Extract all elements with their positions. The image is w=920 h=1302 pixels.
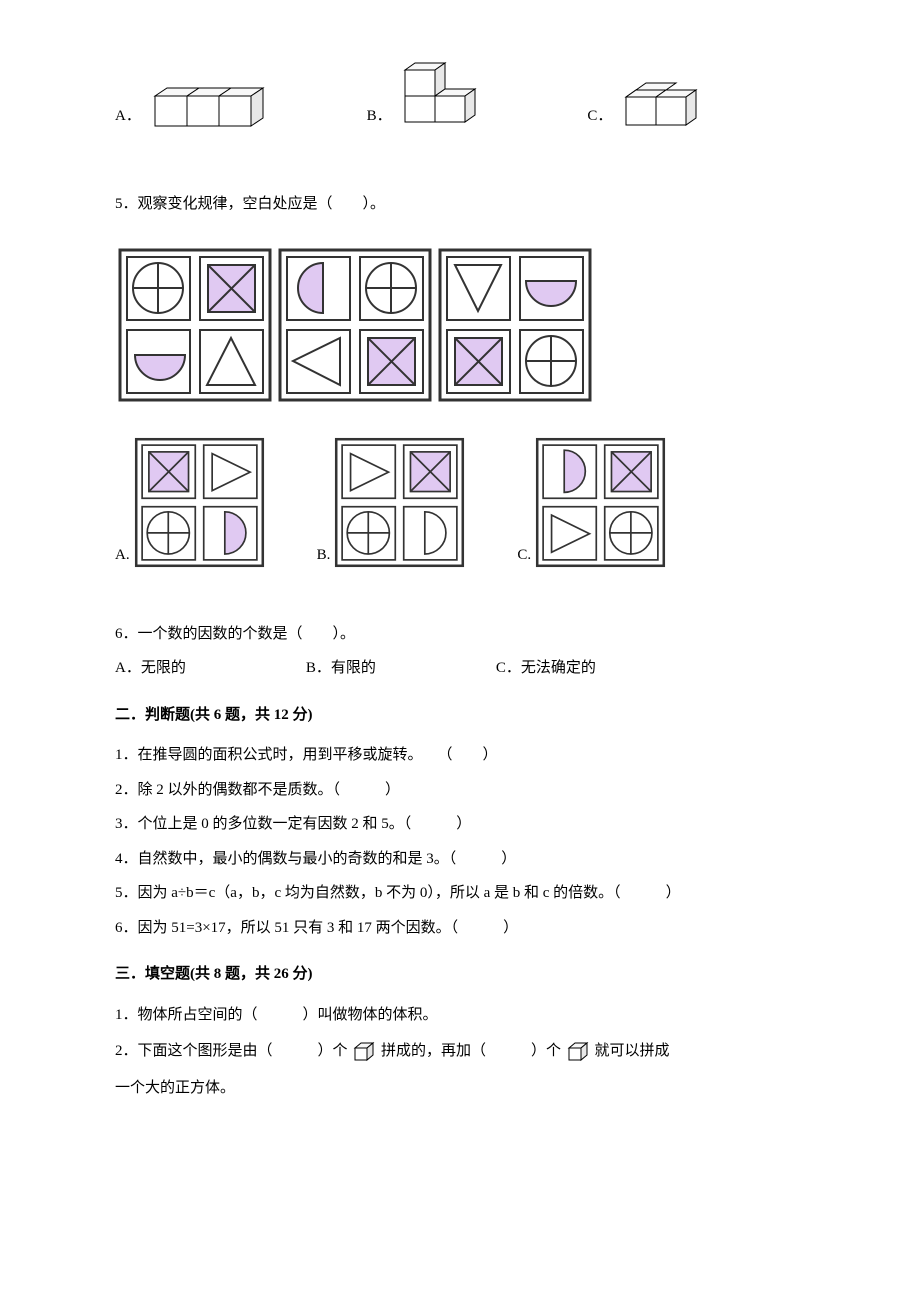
option-label: A. — [115, 541, 130, 570]
q4-option-b: B． — [367, 60, 488, 130]
s2-item5: 5．因为 a÷b＝c（a，b，c 均为自然数，b 不为 0），所以 a 是 b … — [115, 879, 805, 908]
cubes-row3-icon — [147, 84, 267, 130]
q5-option-a: A. — [115, 435, 267, 570]
s2-item4: 4．自然数中，最小的偶数与最小的奇数的和是 3。（ ） — [115, 845, 805, 874]
section2-title: 二．判断题(共 6 题，共 12 分) — [115, 701, 805, 730]
cubes-L-icon — [397, 60, 487, 130]
q4-option-a: A． — [115, 84, 267, 130]
s2-item2: 2．除 2 以外的偶数都不是质数。（ ） — [115, 776, 805, 805]
section3-title: 三．填空题(共 8 题，共 26 分) — [115, 960, 805, 989]
grid-a-icon — [132, 435, 267, 570]
q5-option-b: B. — [317, 435, 468, 570]
s3-item2: 2．下面这个图形是由（ ）个 拼成的，再加（ ）个 就可以拼成 — [115, 1035, 805, 1068]
s3-item1: 1．物体所占空间的（ ）叫做物体的体积。 — [115, 1001, 805, 1030]
q5-text: 5．观察变化规律，空白处应是（ ）。 — [115, 190, 805, 219]
small-cube-icon — [351, 1039, 377, 1065]
cubes-back-icon — [618, 80, 718, 130]
q5-grids — [115, 245, 805, 405]
q6-option-a: A．无限的 — [115, 654, 186, 683]
option-label: A． — [115, 102, 141, 131]
s3-item2-cont: 一个大的正方体。 — [115, 1074, 805, 1103]
q5-option-c: C. — [517, 435, 668, 570]
s3-q2-a: 2．下面这个图形是由（ ）个 — [115, 1043, 348, 1059]
s2-item1: 1．在推导圆的面积公式时，用到平移或旋转。 （ ） — [115, 741, 805, 770]
option-label: C. — [517, 541, 531, 570]
option-label: B. — [317, 541, 331, 570]
q4-option-c: C． — [587, 80, 718, 130]
grid-c-icon — [533, 435, 668, 570]
s2-item6: 6．因为 51=3×17，所以 51 只有 3 和 17 两个因数。（ ） — [115, 914, 805, 943]
q6-option-c: C．无法确定的 — [496, 654, 596, 683]
small-cube-icon — [565, 1039, 591, 1065]
s3-q2-c: 就可以拼成 — [595, 1043, 670, 1059]
s2-item3: 3．个位上是 0 的多位数一定有因数 2 和 5。（ ） — [115, 810, 805, 839]
q6-text: 6．一个数的因数的个数是（ ）。 — [115, 620, 805, 649]
option-label: C． — [587, 102, 612, 131]
s3-q2-b: 拼成的，再加（ ）个 — [381, 1043, 561, 1059]
option-label: B． — [367, 102, 392, 131]
grid-b-icon — [332, 435, 467, 570]
q6-option-b: B．有限的 — [306, 654, 376, 683]
